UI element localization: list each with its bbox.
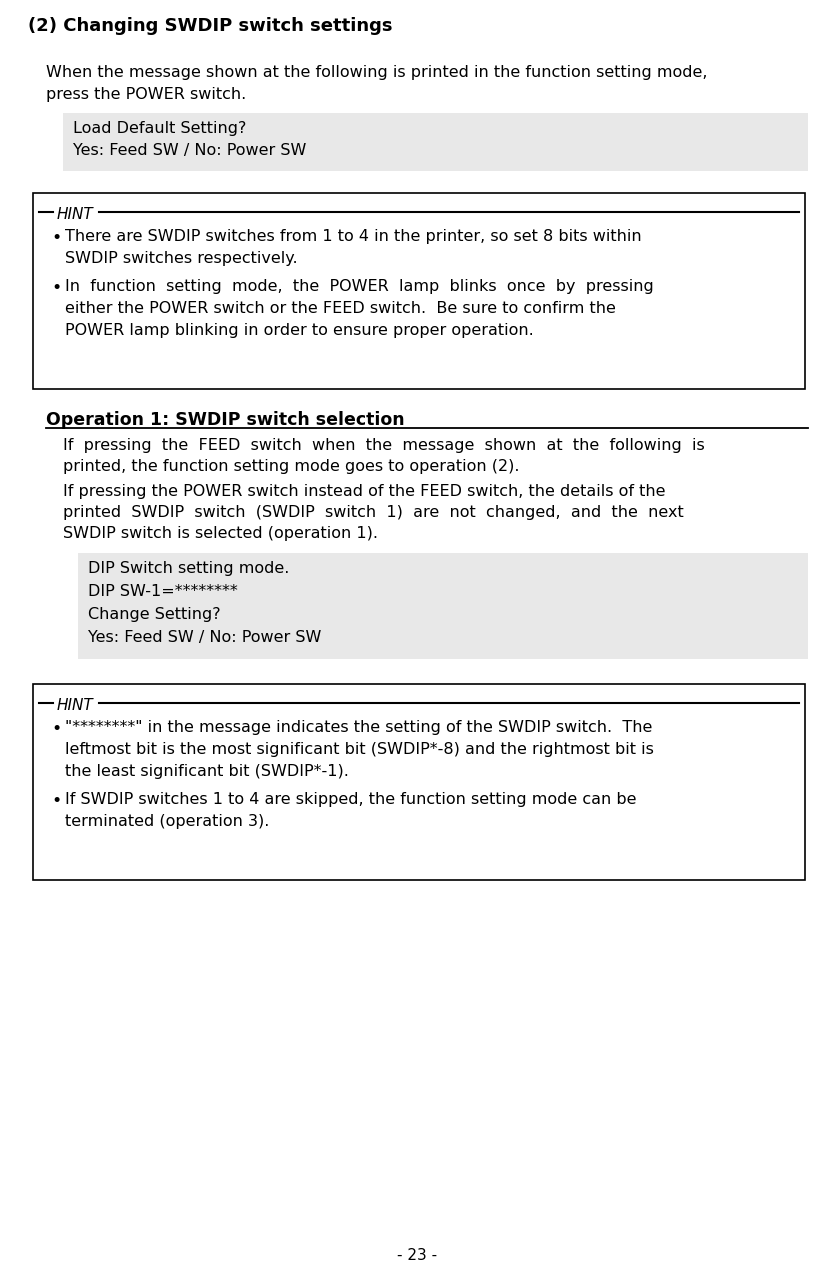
Text: either the POWER switch or the FEED switch.  Be sure to confirm the: either the POWER switch or the FEED swit… <box>65 301 616 316</box>
FancyBboxPatch shape <box>63 113 808 171</box>
Text: press the POWER switch.: press the POWER switch. <box>46 87 246 102</box>
Text: If SWDIP switches 1 to 4 are skipped, the function setting mode can be: If SWDIP switches 1 to 4 are skipped, th… <box>65 792 636 807</box>
Text: There are SWDIP switches from 1 to 4 in the printer, so set 8 bits within: There are SWDIP switches from 1 to 4 in … <box>65 229 641 244</box>
FancyBboxPatch shape <box>33 684 805 880</box>
Text: DIP SW-1=********: DIP SW-1=******** <box>88 583 238 599</box>
Text: Operation 1: SWDIP switch selection: Operation 1: SWDIP switch selection <box>46 411 405 429</box>
FancyBboxPatch shape <box>78 553 808 659</box>
Text: terminated (operation 3).: terminated (operation 3). <box>65 813 270 829</box>
Text: HINT: HINT <box>57 698 94 713</box>
Text: If  pressing  the  FEED  switch  when  the  message  shown  at  the  following  : If pressing the FEED switch when the mes… <box>63 438 705 454</box>
Text: Yes: Feed SW / No: Power SW: Yes: Feed SW / No: Power SW <box>88 630 321 645</box>
Text: Yes: Feed SW / No: Power SW: Yes: Feed SW / No: Power SW <box>73 143 306 158</box>
Text: Change Setting?: Change Setting? <box>88 607 220 622</box>
Text: printed, the function setting mode goes to operation (2).: printed, the function setting mode goes … <box>63 459 519 474</box>
Text: •: • <box>51 720 61 738</box>
Text: •: • <box>51 279 61 297</box>
Text: In  function  setting  mode,  the  POWER  lamp  blinks  once  by  pressing: In function setting mode, the POWER lamp… <box>65 279 654 294</box>
Text: printed  SWDIP  switch  (SWDIP  switch  1)  are  not  changed,  and  the  next: printed SWDIP switch (SWDIP switch 1) ar… <box>63 505 684 520</box>
Text: DIP Switch setting mode.: DIP Switch setting mode. <box>88 562 290 576</box>
Text: (2) Changing SWDIP switch settings: (2) Changing SWDIP switch settings <box>28 17 392 35</box>
FancyBboxPatch shape <box>33 193 805 389</box>
Text: leftmost bit is the most significant bit (SWDIP*-8) and the rightmost bit is: leftmost bit is the most significant bit… <box>65 741 654 757</box>
Text: If pressing the POWER switch instead of the FEED switch, the details of the: If pressing the POWER switch instead of … <box>63 484 665 499</box>
Text: the least significant bit (SWDIP*-1).: the least significant bit (SWDIP*-1). <box>65 765 349 779</box>
Text: POWER lamp blinking in order to ensure proper operation.: POWER lamp blinking in order to ensure p… <box>65 323 534 338</box>
Text: •: • <box>51 229 61 247</box>
Text: SWDIP switch is selected (operation 1).: SWDIP switch is selected (operation 1). <box>63 526 378 541</box>
Text: HINT: HINT <box>57 207 94 222</box>
Text: When the message shown at the following is printed in the function setting mode,: When the message shown at the following … <box>46 66 707 80</box>
Text: - 23 -: - 23 - <box>397 1248 438 1263</box>
Text: "********" in the message indicates the setting of the SWDIP switch.  The: "********" in the message indicates the … <box>65 720 652 735</box>
Text: •: • <box>51 792 61 810</box>
Text: Load Default Setting?: Load Default Setting? <box>73 121 246 136</box>
Text: SWDIP switches respectively.: SWDIP switches respectively. <box>65 251 297 266</box>
